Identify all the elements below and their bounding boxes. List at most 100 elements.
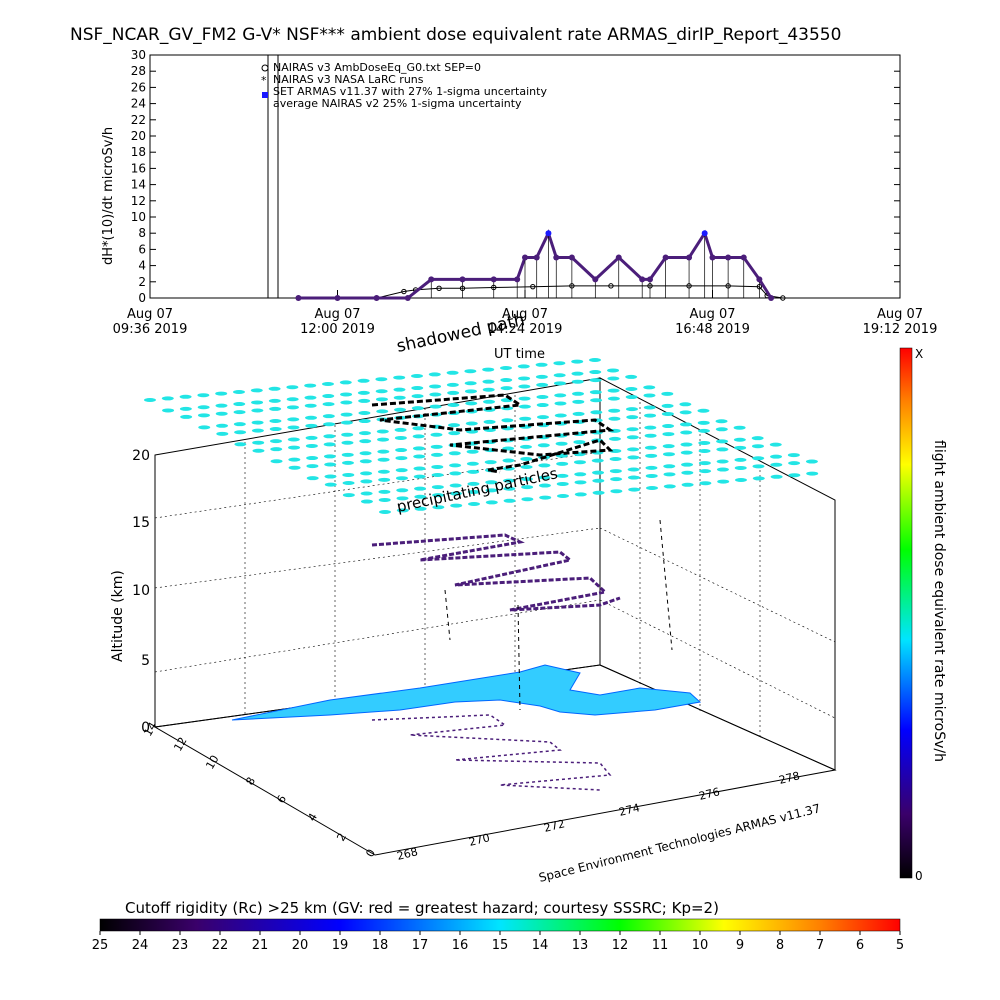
- cutoff-marker: [770, 462, 783, 467]
- cutoff-marker: [269, 418, 282, 423]
- cutoff-marker: [535, 362, 548, 367]
- grid-line: [599, 599, 836, 719]
- cutoff-marker: [662, 424, 675, 429]
- cutoff-marker: [288, 465, 301, 470]
- cutoff-marker: [432, 505, 445, 510]
- cutoff-marker: [662, 452, 675, 457]
- x-tick-label: Aug 07: [689, 307, 735, 322]
- z-tick-label: 20: [132, 448, 150, 464]
- cutoff-marker: [537, 443, 550, 448]
- rigidity-tick-label: 23: [172, 938, 189, 953]
- cutoff-marker: [360, 491, 373, 496]
- cutoff-marker: [734, 445, 747, 450]
- cutoff-marker: [447, 423, 460, 428]
- cutoff-marker: [306, 464, 319, 469]
- cutoff-marker: [269, 406, 282, 411]
- cutoff-marker: [395, 448, 408, 453]
- data-point-armas: [514, 276, 521, 283]
- cutoff-marker: [607, 396, 620, 401]
- cutoff-marker: [411, 386, 424, 391]
- cutoff-marker: [216, 423, 229, 428]
- cutoff-marker: [518, 384, 531, 389]
- grid-line: [154, 527, 601, 589]
- cutoff-marker: [787, 453, 800, 458]
- cutoff-marker: [535, 374, 548, 379]
- cutoff-marker: [340, 400, 353, 405]
- cutoff-marker: [269, 427, 282, 432]
- cutoff-marker: [286, 397, 299, 402]
- lon-tick-label: 278: [778, 769, 802, 787]
- rigidity-tick-label: 20: [292, 938, 309, 953]
- data-point-armas: [768, 295, 775, 301]
- cutoff-marker: [626, 435, 639, 440]
- y-tick-label: 6: [138, 242, 146, 256]
- cutoff-marker: [751, 444, 764, 449]
- data-point-nairas: [436, 285, 442, 291]
- cutoff-marker: [359, 451, 372, 456]
- y-tick-label: 16: [131, 161, 146, 175]
- cutoff-marker: [251, 428, 264, 433]
- cutoff-marker: [411, 406, 424, 411]
- cutoff-marker: [324, 474, 337, 479]
- cutoff-marker: [572, 391, 585, 396]
- cutoff-marker: [662, 444, 675, 449]
- cutoff-marker: [627, 467, 640, 472]
- rigidity-tick-label: 12: [612, 938, 629, 953]
- cutoff-marker: [342, 493, 355, 498]
- data-point-nairas: [608, 283, 614, 289]
- rigidity-tick-label: 15: [492, 938, 509, 953]
- cutoff-marker: [627, 475, 640, 480]
- rigidity-tick-label: 21: [252, 938, 269, 953]
- cutoff-marker: [268, 386, 281, 391]
- cutoff-marker: [379, 510, 391, 514]
- legend-entry: average NAIRAS v2 25% 1-sigma uncertaint…: [273, 97, 522, 110]
- rigidity-colorbar-bar: [99, 918, 901, 932]
- cutoff-marker: [607, 376, 620, 381]
- cutoff-marker: [375, 377, 388, 382]
- lon-tick-label: 272: [543, 817, 567, 835]
- cutoff-marker: [609, 448, 622, 453]
- cutoff-marker: [340, 412, 353, 417]
- cutoff-marker: [574, 480, 587, 485]
- cutoff-marker: [306, 476, 319, 481]
- rigidity-colorbar-title: Cutoff rigidity (Rc) >25 km (GV: red = g…: [125, 899, 719, 917]
- cutoff-marker: [198, 425, 211, 430]
- cutoff-marker: [679, 422, 692, 427]
- x-tick-label: Aug 07: [877, 307, 923, 322]
- cutoff-marker: [482, 367, 495, 372]
- cutoff-marker: [429, 404, 442, 409]
- cutoff-marker: [378, 477, 391, 482]
- page-title: NSF_NCAR_GV_FM2 G-V* NSF*** ambient dose…: [70, 25, 841, 45]
- x-tick-label: Aug 07: [314, 307, 360, 322]
- cutoff-marker: [252, 448, 265, 453]
- cutoff-marker: [359, 459, 372, 464]
- rigidity-tick-label: 6: [856, 938, 864, 953]
- dose-colorbar-bar: [899, 347, 913, 879]
- cutoff-marker: [625, 407, 638, 412]
- rigidity-tick-label: 18: [372, 938, 389, 953]
- cutoff-marker: [378, 497, 391, 502]
- cutoff-marker: [396, 508, 409, 513]
- cutoff-marker: [733, 437, 746, 442]
- cutoff-marker: [342, 481, 355, 486]
- cutoff-marker: [467, 481, 480, 486]
- lon-tick-label: 276: [698, 785, 722, 803]
- cutoff-marker: [571, 379, 584, 384]
- cutoff-marker: [341, 432, 354, 437]
- cutoff-marker: [538, 475, 551, 480]
- legend-marker-square: [262, 92, 268, 98]
- cutoff-marker: [234, 430, 247, 435]
- cutoff-marker: [215, 403, 228, 408]
- cutoff-marker: [626, 427, 639, 432]
- cutoff-marker: [432, 493, 445, 498]
- rigidity-tick-label: 24: [132, 938, 149, 953]
- cutoff-marker: [610, 489, 623, 494]
- y-tick-label: 4: [138, 259, 146, 273]
- cutoff-marker: [698, 440, 711, 445]
- cutoff-marker: [414, 506, 427, 511]
- annotation-credit: Space Environment Technologies ARMAS v11…: [537, 801, 821, 885]
- cutoff-marker: [323, 454, 336, 459]
- cutoff-marker: [501, 418, 514, 423]
- cutoff-marker: [573, 460, 586, 465]
- cutoff-marker: [500, 386, 513, 391]
